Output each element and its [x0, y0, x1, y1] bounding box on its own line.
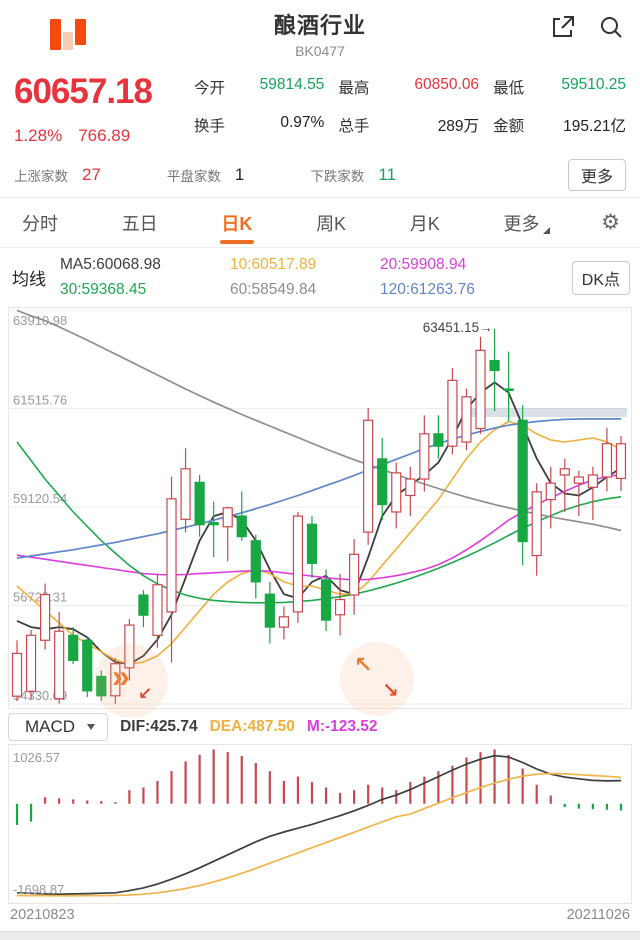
open-value: 59814.55 [259, 76, 325, 93]
date-axis: 20210823 20211026 [10, 907, 630, 923]
low-label: 最低 [493, 80, 525, 97]
stock-code: BK0477 [295, 43, 345, 59]
dk-point-button[interactable]: DK点 [571, 260, 630, 295]
tab-5day[interactable]: 五日 [121, 213, 158, 234]
arrow-down-right-icon: ↘ [382, 680, 399, 702]
svg-text:61515.76: 61515.76 [13, 392, 67, 407]
macd-header: MACD DIF:425.74 DEA:487.50 M:-123.52 [8, 713, 632, 741]
share-button[interactable] [550, 14, 576, 40]
arrow-up-left-icon: ↖ [354, 652, 373, 677]
hook-arrow-icon: ↙ [138, 684, 153, 703]
period-tab-bar: 分时 五日 日K 周K 月K 更多 ⚙ [0, 198, 640, 248]
macd-indicator-selector[interactable]: MACD [8, 713, 109, 741]
amount-value: 195.21亿 [563, 118, 626, 135]
more-button[interactable]: 更多 [567, 159, 626, 191]
ma20-value: 20:59908.94 [380, 256, 467, 273]
app-header: 酿酒行业 BK0477 [0, 0, 640, 64]
ma-legend: 均线 MA5:60068.98 10:60517.89 20:59908.94 … [0, 248, 640, 305]
tab-minute[interactable]: 分时 [22, 213, 58, 234]
volume-label: 总手 [338, 118, 370, 135]
high-label: 最高 [338, 80, 370, 97]
app-logo [50, 12, 96, 52]
decliners-label: 下跌家数 [310, 169, 365, 184]
svg-text:-1698.87: -1698.87 [13, 882, 64, 897]
decliners-count: 11 [378, 165, 397, 184]
high-annotation: 63451.15→ [422, 319, 493, 335]
ma5-value: MA5:60068.98 [60, 256, 161, 273]
trade-arrows-badge[interactable]: ↖ ↘ [340, 642, 414, 716]
ma10-value: 10:60517.89 [230, 256, 317, 273]
advancers-label: 上涨家数 [14, 169, 68, 184]
low-value: 59510.25 [561, 76, 626, 93]
quote-panel: 60657.18 1.28% 766.89 今开 59814.55 最高 60850… [0, 64, 640, 197]
change-percent: 1.28% [14, 126, 63, 145]
turnover-value: 0.97% [280, 114, 325, 131]
macd-dea-value: DEA:487.50 [209, 718, 295, 735]
ma120-value: 120:61263.76 [380, 281, 475, 298]
ma-legend-title: 均线 [12, 270, 46, 289]
macd-m-value: M:-123.52 [306, 718, 378, 735]
search-button[interactable] [598, 14, 624, 40]
divider [0, 197, 640, 198]
flat-count: 1 [234, 165, 245, 184]
svg-text:1026.57: 1026.57 [13, 750, 60, 765]
volume-value: 289万 [437, 118, 480, 135]
macd-dif-value: DIF:425.74 [120, 718, 198, 735]
amount-label: 金额 [493, 118, 525, 135]
tab-more[interactable]: 更多 [501, 200, 551, 246]
tab-daily-k[interactable]: 日K [219, 200, 254, 246]
svg-text:59120.54: 59120.54 [13, 491, 67, 506]
bottom-strip [0, 931, 640, 940]
settings-gear-icon[interactable]: ⚙ [601, 211, 620, 234]
svg-text:63910.98: 63910.98 [13, 313, 67, 328]
ma60-value: 60:58549.84 [230, 281, 317, 298]
date-start: 20210823 [10, 907, 75, 923]
flat-label: 平盘家数 [166, 169, 221, 184]
caret-down-icon [87, 724, 96, 730]
change-amount: 766.89 [78, 126, 131, 145]
page-title: 酿酒行业 [273, 13, 366, 38]
fast-forward-badge[interactable]: » ↙ [94, 644, 168, 718]
advancers-count: 27 [82, 165, 101, 184]
annotation-arrow-icon: → [479, 319, 493, 335]
share-icon [553, 16, 574, 37]
macd-chart[interactable]: 1026.57 -1698.87 [8, 744, 632, 904]
tab-monthly-k[interactable]: 月K [409, 213, 440, 234]
date-end: 20211026 [566, 907, 630, 923]
ma30-value: 30:59368.45 [60, 281, 147, 298]
search-icon [601, 17, 622, 38]
high-value: 60850.06 [414, 76, 480, 93]
chevrons-icon: » [112, 658, 130, 694]
tab-weekly-k[interactable]: 周K [316, 213, 347, 234]
open-label: 今开 [194, 80, 226, 97]
corner-triangle-icon [543, 226, 551, 234]
candlestick-chart[interactable]: 63910.9861515.7659120.5456725.3154330.09… [8, 307, 632, 718]
last-price: 60657.18 [14, 72, 153, 111]
turnover-label: 换手 [194, 118, 226, 135]
